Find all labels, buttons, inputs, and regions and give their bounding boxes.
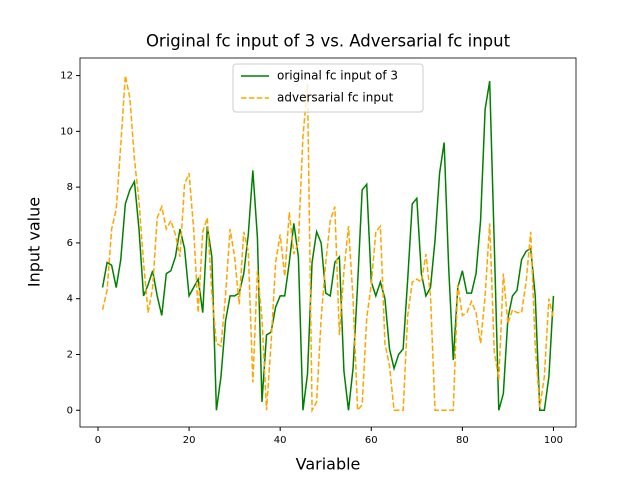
y-tick-label: 2 [67,349,73,360]
x-tick-label: 100 [544,435,563,446]
legend-box [232,63,424,113]
y-tick-label: 12 [60,71,73,82]
x-axis-label: Variable [296,455,361,474]
series-line [101,75,555,414]
x-tick-label: 40 [274,435,287,446]
plot-frame [79,57,577,428]
chart-title: Original fc input of 3 vs. Adversarial f… [146,32,511,51]
x-tick-label: 80 [456,435,469,446]
x-tick-label: 20 [183,435,196,446]
x-tick-label: 0 [95,435,101,446]
y-tick-label: 8 [67,182,73,193]
legend-label: original fc input of 3 [277,69,398,83]
x-tick-label: 60 [365,435,378,446]
y-axis-label: Input value [25,197,44,287]
y-tick-label: 0 [67,405,73,416]
legend-label: adversarial fc input [277,91,394,105]
y-tick-label: 10 [60,126,73,137]
y-tick-label: 6 [67,238,73,249]
y-tick-label: 4 [67,294,73,305]
